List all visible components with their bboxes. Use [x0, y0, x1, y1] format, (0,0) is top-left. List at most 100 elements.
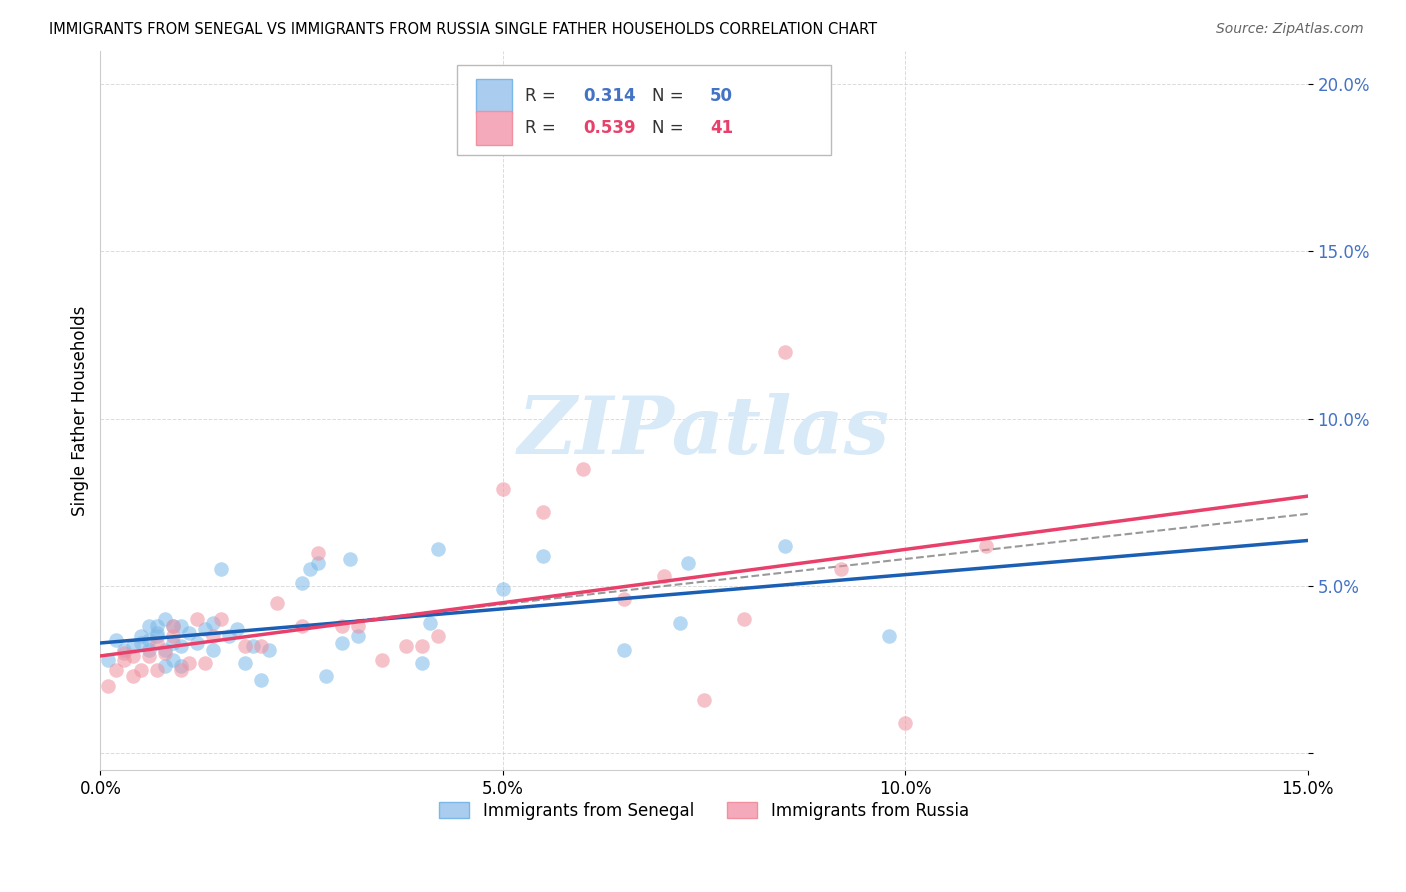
Point [186, 636, 208, 650]
Text: N =: N = [652, 87, 689, 105]
Point [153, 642, 176, 657]
Point [233, 639, 256, 653]
Point [974, 539, 997, 553]
Text: 50: 50 [710, 87, 733, 105]
Point [307, 545, 329, 559]
Point [153, 646, 176, 660]
Point [145, 625, 167, 640]
Text: R =: R = [526, 87, 561, 105]
Point [347, 619, 370, 633]
Point [145, 629, 167, 643]
Point [307, 556, 329, 570]
Point [733, 612, 755, 626]
Text: 0.539: 0.539 [583, 120, 636, 137]
Text: R =: R = [526, 120, 561, 137]
Point [114, 652, 136, 666]
FancyBboxPatch shape [475, 112, 512, 145]
Point [427, 629, 450, 643]
Point [830, 562, 852, 576]
Point [347, 629, 370, 643]
Point [162, 619, 184, 633]
Point [218, 629, 240, 643]
Point [411, 656, 433, 670]
Point [186, 612, 208, 626]
Point [250, 639, 273, 653]
Point [226, 623, 249, 637]
Point [202, 629, 225, 643]
Point [411, 639, 433, 653]
Point [105, 632, 128, 647]
Point [121, 639, 143, 653]
Point [773, 539, 796, 553]
Point [572, 462, 595, 476]
Point [259, 642, 281, 657]
Point [138, 649, 160, 664]
Point [531, 505, 554, 519]
Point [114, 642, 136, 657]
Point [290, 575, 312, 590]
Point [612, 642, 634, 657]
FancyBboxPatch shape [457, 65, 831, 155]
Text: IMMIGRANTS FROM SENEGAL VS IMMIGRANTS FROM RUSSIA SINGLE FATHER HOUSEHOLDS CORRE: IMMIGRANTS FROM SENEGAL VS IMMIGRANTS FR… [49, 22, 877, 37]
Point [330, 636, 353, 650]
Point [129, 629, 152, 643]
Point [153, 612, 176, 626]
Point [162, 652, 184, 666]
Point [162, 636, 184, 650]
Point [129, 636, 152, 650]
Point [531, 549, 554, 563]
Point [652, 569, 675, 583]
Point [129, 663, 152, 677]
Point [170, 639, 193, 653]
Point [121, 649, 143, 664]
Point [177, 656, 200, 670]
Point [145, 663, 167, 677]
Text: N =: N = [652, 120, 689, 137]
FancyBboxPatch shape [475, 79, 512, 113]
Text: Source: ZipAtlas.com: Source: ZipAtlas.com [1216, 22, 1364, 37]
Point [492, 582, 515, 597]
Point [138, 632, 160, 647]
Point [114, 646, 136, 660]
Point [669, 615, 692, 630]
Point [97, 652, 120, 666]
Text: 0.314: 0.314 [583, 87, 636, 105]
Point [315, 669, 337, 683]
Point [250, 673, 273, 687]
Point [693, 692, 716, 706]
Point [145, 636, 167, 650]
Point [371, 652, 394, 666]
Point [121, 669, 143, 683]
Point [170, 659, 193, 673]
Legend: Immigrants from Senegal, Immigrants from Russia: Immigrants from Senegal, Immigrants from… [433, 795, 976, 826]
Point [894, 716, 917, 731]
Point [194, 656, 217, 670]
Point [290, 619, 312, 633]
Point [162, 629, 184, 643]
Point [105, 663, 128, 677]
Point [492, 482, 515, 496]
Point [266, 596, 288, 610]
Point [97, 679, 120, 693]
Point [330, 619, 353, 633]
Point [153, 659, 176, 673]
Point [145, 619, 167, 633]
Point [138, 642, 160, 657]
Point [209, 562, 232, 576]
Point [242, 639, 264, 653]
Point [298, 562, 321, 576]
Point [676, 556, 699, 570]
Point [612, 592, 634, 607]
Point [202, 615, 225, 630]
Text: ZIPatlas: ZIPatlas [517, 393, 890, 471]
Point [162, 619, 184, 633]
Point [194, 623, 217, 637]
Point [177, 625, 200, 640]
Point [202, 642, 225, 657]
Point [395, 639, 418, 653]
Text: 41: 41 [710, 120, 733, 137]
Point [209, 612, 232, 626]
Y-axis label: Single Father Households: Single Father Households [72, 305, 89, 516]
Point [233, 656, 256, 670]
Point [170, 619, 193, 633]
